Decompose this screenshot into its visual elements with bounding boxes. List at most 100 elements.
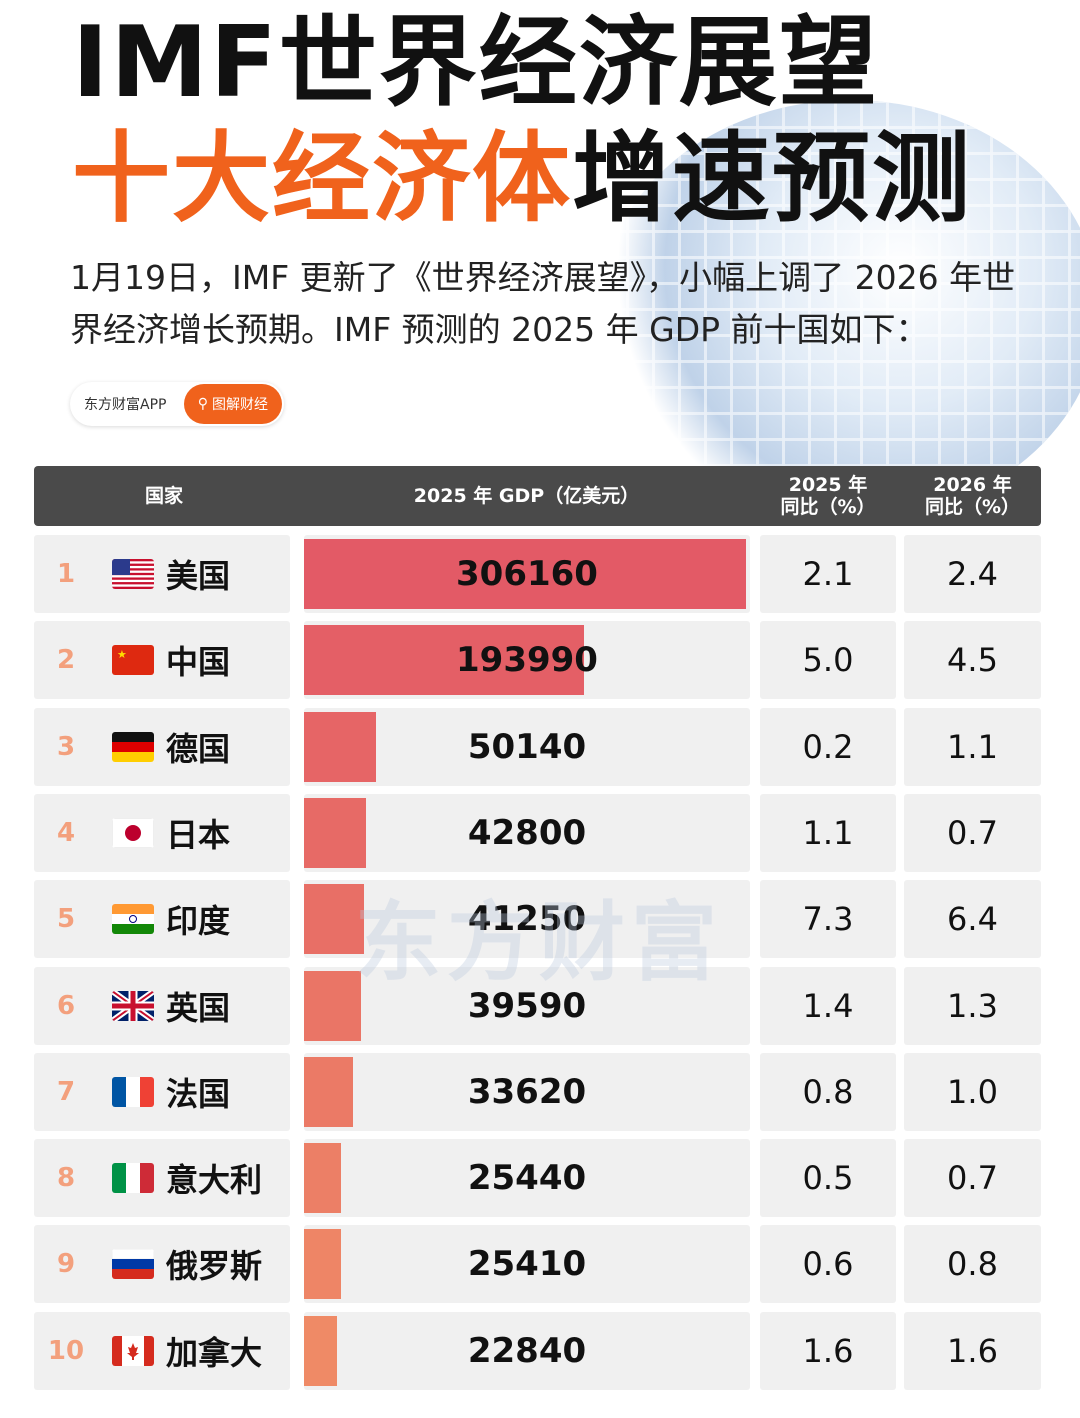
country-name: 意大利 — [166, 1161, 263, 1200]
rank-number: 6 — [56, 990, 76, 1021]
rank-number: 8 — [56, 1163, 76, 1194]
header-2025-line1: 2025 年 — [788, 474, 868, 496]
gdp-value: 41250 — [467, 899, 587, 940]
growth-2026-value: 1.1 — [947, 727, 998, 766]
gdp-bar — [304, 711, 377, 782]
page-title: IMF世界经济展望 — [72, 6, 879, 120]
jp-flag-icon — [112, 817, 154, 848]
header-gdp: 2025 年 GDP（亿美元） — [413, 485, 640, 507]
gdp-cell: 42800 — [304, 793, 750, 872]
growth-2026-value: 0.7 — [947, 1159, 998, 1198]
gdp-cell: 33620 — [304, 1052, 750, 1131]
growth-2025-cell: 0.5 — [760, 1139, 896, 1218]
gdp-value: 33620 — [467, 1071, 587, 1112]
gdp-value: 22840 — [467, 1330, 587, 1371]
country-name: 印度 — [166, 902, 231, 941]
growth-2026-cell: 0.8 — [904, 1225, 1041, 1304]
country-cell: 10 加拿大 — [34, 1311, 290, 1390]
growth-2026-value: 1.3 — [947, 986, 998, 1025]
gdp-bar — [304, 1056, 353, 1127]
growth-2025-value: 2.1 — [802, 555, 854, 593]
growth-2025-cell: 7.3 — [760, 880, 896, 959]
header-2026: 2026 年同比（%） — [904, 466, 1041, 526]
country-cell: 2 ★ 中国 — [34, 621, 290, 700]
rank-number: 4 — [56, 817, 76, 848]
table-row: 3 德国 50140 0.2 1.1 — [34, 707, 1041, 786]
it-flag-icon — [112, 1163, 154, 1194]
gdp-bar — [304, 1143, 341, 1214]
table-header: 国家 2025 年 GDP（亿美元） 2025 年同比（%） 2026 年同比（… — [34, 466, 1041, 526]
table-row: 9 俄罗斯 25410 0.6 0.8 — [34, 1225, 1041, 1304]
growth-2025-cell: 1.6 — [760, 1311, 896, 1390]
growth-2026-value: 2.4 — [947, 555, 998, 593]
gdp-cell: 25410 — [304, 1225, 750, 1304]
gdp-value: 50140 — [467, 726, 587, 767]
growth-2026-cell: 1.3 — [904, 966, 1041, 1045]
country-cell: 3 德国 — [34, 707, 290, 786]
gdp-bar — [304, 625, 585, 696]
growth-2026-value: 6.4 — [947, 900, 998, 939]
gdp-bar — [304, 970, 362, 1041]
rank-number: 7 — [56, 1076, 76, 1107]
growth-2025-cell: 1.4 — [760, 966, 896, 1045]
growth-2025-value: 1.6 — [802, 1331, 854, 1370]
country-cell: 6 英国 — [34, 966, 290, 1045]
growth-2026-cell: 2.4 — [904, 535, 1041, 613]
growth-2026-cell: 0.7 — [904, 793, 1041, 872]
header-2026-line2: 同比（%） — [924, 496, 1021, 518]
growth-2025-cell: 0.2 — [760, 707, 896, 786]
growth-2026-cell: 1.1 — [904, 707, 1041, 786]
growth-2026-cell: 4.5 — [904, 621, 1041, 700]
growth-2025-value: 1.1 — [802, 813, 854, 852]
growth-2026-value: 1.6 — [947, 1331, 998, 1370]
country-name: 俄罗斯 — [166, 1247, 263, 1286]
gdp-bar — [304, 539, 746, 609]
growth-2025-cell: 0.8 — [760, 1052, 896, 1131]
gdp-bar — [304, 884, 364, 955]
country-name: 美国 — [166, 557, 231, 595]
table-row: 6 英国 39590 1.4 1.3 — [34, 966, 1041, 1045]
growth-2025-cell: 1.1 — [760, 793, 896, 872]
rank-number: 10 — [47, 1335, 85, 1366]
growth-2026-value: 1.0 — [947, 1072, 998, 1111]
fr-flag-icon — [112, 1076, 154, 1107]
subtitle-orange: 十大经济体 — [72, 122, 573, 236]
gdp-value: 306160 — [456, 554, 598, 594]
country-name: 加拿大 — [166, 1333, 263, 1372]
subtitle-dark: 增速预测 — [572, 122, 973, 236]
growth-2025-value: 7.3 — [802, 900, 854, 939]
header-2025-line2: 同比（%） — [780, 496, 876, 518]
gdp-bar — [304, 1229, 341, 1300]
rank-number: 2 — [56, 645, 76, 676]
in-flag-icon — [112, 904, 154, 935]
search-icon: ⚲ — [197, 396, 208, 412]
header-2026-line1: 2026 年 — [933, 474, 1012, 496]
country-name: 中国 — [166, 643, 231, 682]
rank-number: 5 — [56, 904, 76, 935]
country-name: 法国 — [166, 1074, 231, 1113]
gdp-cell: 50140 — [304, 707, 750, 786]
growth-2025-cell: 0.6 — [760, 1225, 896, 1304]
source-tag[interactable]: ⚲ 图解财经 — [183, 384, 282, 424]
ru-flag-icon — [112, 1249, 154, 1280]
intro-text: 1月19日，IMF 更新了《世界经济展望》，小幅上调了 2026 年世界经济增长… — [70, 258, 1016, 349]
country-name: 日本 — [166, 815, 231, 854]
gdp-value: 39590 — [467, 985, 587, 1026]
country-cell: 9 俄罗斯 — [34, 1225, 290, 1304]
gdp-value: 193990 — [456, 640, 598, 681]
source-badge: 东方财富APP ⚲ 图解财经 — [70, 382, 284, 426]
growth-2025-value: 0.8 — [802, 1072, 854, 1111]
us-flag-icon — [112, 559, 154, 589]
country-cell: 4 日本 — [34, 793, 290, 872]
header-2025: 2025 年同比（%） — [760, 466, 896, 526]
ca-flag-icon — [112, 1335, 154, 1366]
table-row: 1 美国 306160 2.1 2.4 — [34, 535, 1041, 613]
growth-2025-value: 0.5 — [802, 1159, 854, 1198]
cn-flag-icon: ★ — [112, 645, 154, 676]
gdp-value: 25440 — [467, 1158, 587, 1199]
gdp-cell: 306160 — [304, 535, 750, 613]
growth-2025-value: 0.6 — [802, 1245, 854, 1284]
gdp-bar — [304, 797, 366, 868]
table-row: 10 加拿大 22840 1.6 1.6 — [34, 1311, 1041, 1390]
country-cell: 7 法国 — [34, 1052, 290, 1131]
